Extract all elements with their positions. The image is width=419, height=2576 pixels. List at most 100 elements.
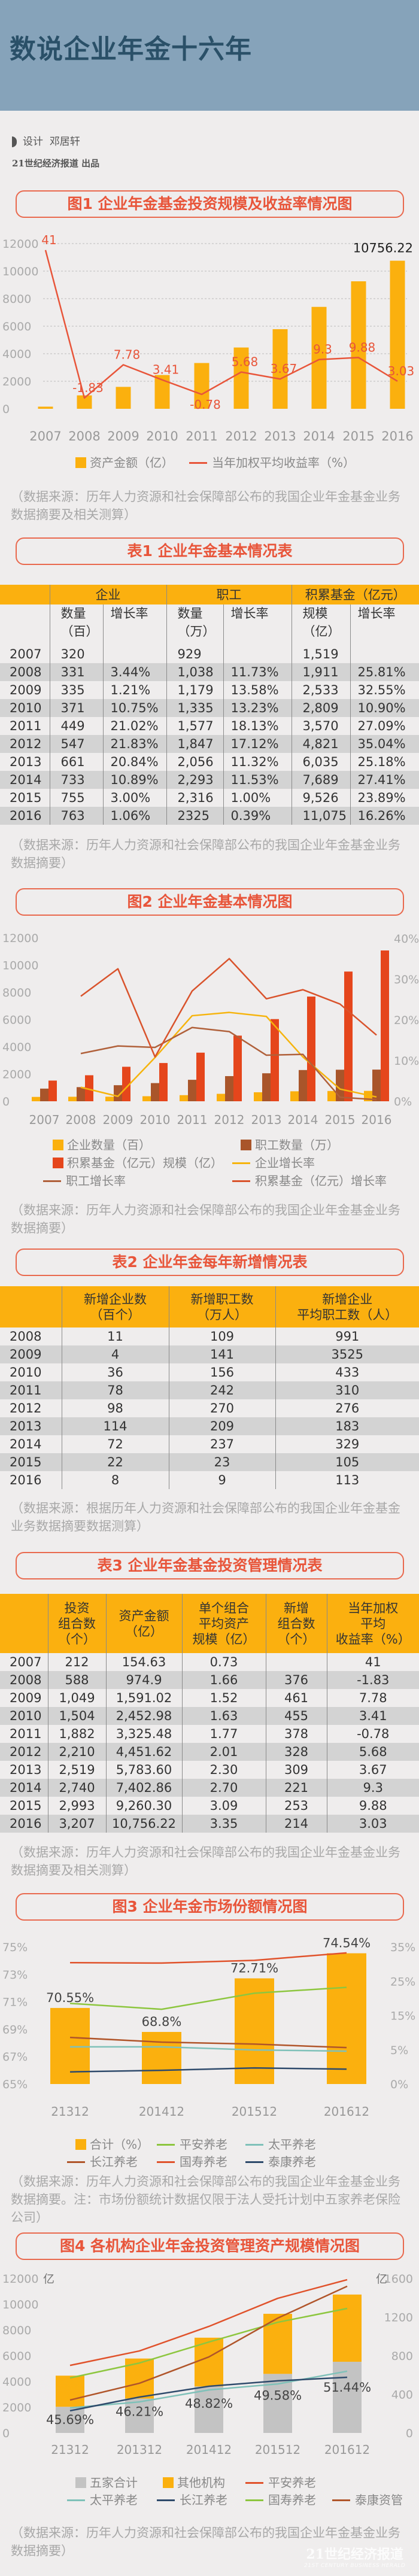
data-cell: 3,570 [291, 717, 350, 735]
fund-size-bar [381, 950, 389, 1101]
employee-count-bar [262, 1073, 271, 1101]
legend-line-icon [245, 2482, 263, 2484]
column-header: 资产金额 （亿） [105, 1594, 182, 1653]
asset-bar [77, 395, 92, 409]
five-company-share-label: 51.44% [323, 2380, 371, 2395]
data-cell: 929 [166, 645, 223, 663]
year-cell: 2012 [10, 1401, 42, 1415]
fig2-chart: 0 2000 4000 6000 8000 10000 12000 0% 10% 20% 30% 40… [2, 932, 419, 1127]
data-cell: 309 [265, 1761, 327, 1779]
yield-rate-label: 9.3 [313, 342, 332, 357]
table1: 企业 职工 积累基金（亿元） 数量 （百） 增长率 数量 （万） 增长率 规模 （亿） 增长率 2… [0, 585, 419, 825]
legend-label: 长江养老 [180, 2493, 227, 2507]
legend-label: 平安养老 [180, 2137, 227, 2152]
header-banner: 数说企业年金十六年 [0, 0, 419, 111]
data-cell: 763 [49, 807, 103, 825]
legend-label: 当年加权平均收益率（%） [212, 455, 356, 470]
changjiang-line [69, 2036, 347, 2049]
other-institutions-bar [56, 2375, 84, 2407]
total-share-label: 70.55% [46, 1991, 94, 2005]
asset-value-label: 10756.22 [353, 241, 413, 256]
asset-bar [311, 306, 327, 409]
half-circle-icon [12, 136, 17, 147]
x-tick-label: 2009 [103, 1113, 133, 1127]
data-cell: 25.18% [350, 753, 419, 771]
data-cell: 32.55% [350, 681, 419, 699]
guoshou-line [69, 1952, 347, 1964]
y2-tick-label: 800 [391, 2350, 413, 2363]
legend-item: 泰康资管 [332, 2493, 403, 2507]
pingan-line [69, 2279, 348, 2367]
data-cell: 11 [61, 1328, 169, 1345]
legend-label: 合计（%） [90, 2137, 150, 2152]
data-cell: 3.67 [326, 1761, 419, 1779]
column-header: 当年加权 平均 收益率（%） [326, 1594, 419, 1653]
year-cell: 2015 [10, 1799, 42, 1813]
watermark-cn: 21世纪经济报道 [306, 2547, 403, 2562]
y-tick-label: 8000 [2, 986, 31, 1000]
table-row: 2007 212 154.63 0.73 41 [0, 1653, 419, 1671]
group-header: 企业 [49, 585, 166, 604]
data-cell: 276 [275, 1399, 419, 1417]
data-cell: 23.89% [350, 789, 419, 807]
employee-count-bar [225, 1076, 233, 1101]
data-cell: 3.00% [102, 789, 166, 807]
legend-item: 职工增长率 [43, 1174, 126, 1188]
legend-item: 积累基金（亿元）增长率 [232, 1174, 387, 1188]
data-cell: 214 [265, 1815, 327, 1833]
year-cell: 2007 [10, 1655, 42, 1669]
y2-tick-label: 10% [394, 1055, 419, 1068]
data-cell: 310 [275, 1381, 419, 1399]
data-cell: 0.73 [181, 1653, 266, 1671]
column-header [0, 1286, 62, 1328]
year-cell: 2012 [0, 1743, 48, 1761]
legend-swatch-icon [75, 2477, 86, 2488]
data-cell: 7,402.86 [105, 1779, 182, 1797]
fund-size-bar [122, 1067, 130, 1101]
five-company-bar [125, 2398, 154, 2433]
data-cell: 25.81% [350, 663, 419, 681]
employee-count-bar [372, 1070, 381, 1101]
enterprise-count-bar [290, 1091, 299, 1101]
asset-bar [116, 387, 131, 409]
data-cell: 72 [61, 1435, 169, 1453]
y2-tick-label: 0% [390, 2078, 408, 2091]
legend-swatch-icon [53, 1158, 63, 1168]
data-cell: 449 [49, 717, 103, 735]
legend-swatch-icon [75, 2139, 86, 2150]
year-cell: 2011 [0, 1381, 62, 1399]
taiping-line [70, 2046, 347, 2052]
y-unit-label: 亿 [43, 2273, 54, 2286]
column-header [0, 1594, 48, 1653]
x-tick-label: 2016 [381, 429, 413, 443]
x-tick-label: 2010 [146, 429, 178, 443]
legend-label: 资产金额（亿） [90, 455, 174, 470]
data-cell: 733 [49, 771, 103, 789]
y-tick-label: 8000 [2, 293, 31, 306]
enterprise-count-bar [142, 1096, 151, 1101]
data-cell: 1.52 [181, 1689, 266, 1707]
data-cell: 9 [168, 1471, 275, 1489]
designer-label: 设计 [23, 136, 43, 148]
data-cell: 10,756.22 [105, 1815, 182, 1833]
x-tick-label: 201512 [232, 2104, 277, 2119]
y-tick-label: 0 [2, 1095, 10, 1108]
y-tick-label: 75% [2, 1941, 28, 1954]
data-cell: 320 [49, 645, 103, 663]
legend-label: 国寿养老 [180, 2155, 227, 2169]
x-tick-label: 2013 [264, 429, 296, 443]
table-row: 2015 22 23 105 [0, 1453, 419, 1471]
data-cell: 1.21% [102, 681, 166, 699]
year-cell: 2012 [0, 735, 50, 753]
data-cell: 335 [49, 681, 103, 699]
data-cell: 1,591.02 [105, 1689, 182, 1707]
legend-line-icon [332, 2499, 350, 2501]
data-cell: 253 [265, 1797, 327, 1815]
legend-line-icon [157, 2499, 175, 2501]
five-company-share-label: 48.82% [185, 2396, 233, 2411]
data-cell: -1.83 [326, 1671, 419, 1689]
data-cell: 329 [275, 1435, 419, 1453]
data-cell: 5,783.60 [105, 1761, 182, 1779]
legend-item: 五家合计 [75, 2475, 138, 2490]
legend-label: 泰康资管 [355, 2493, 403, 2507]
